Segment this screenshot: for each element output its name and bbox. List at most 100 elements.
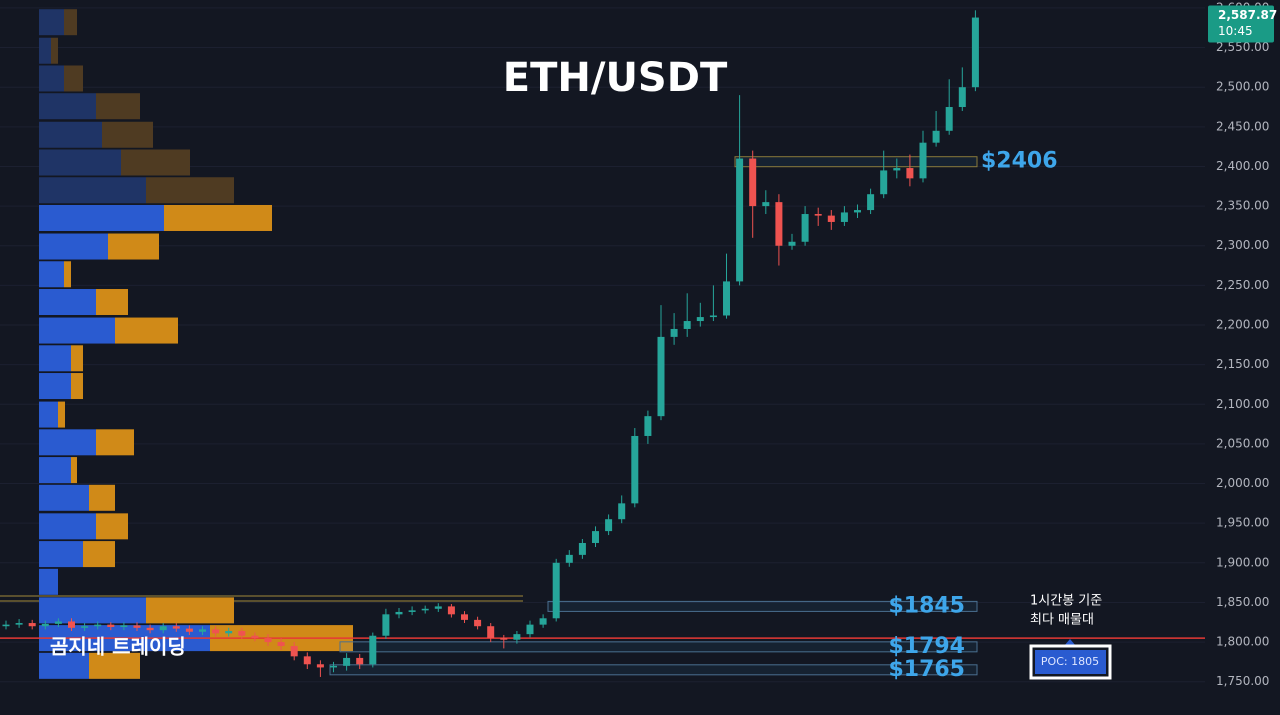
last-price-label: 2,587.87 [1218,8,1277,22]
candle-body [330,665,337,668]
candle-body [461,614,468,620]
candle-body [120,625,128,628]
plot [0,7,1205,683]
poc-pointer [1064,639,1076,646]
candle-body [526,624,534,635]
candle-body [15,623,23,625]
profile-sell [146,597,234,624]
candle-body [94,624,102,627]
level-label: $1765 [888,657,965,682]
profile-sell [83,541,115,568]
candle-body [683,321,691,329]
candle-body [578,542,586,555]
profile-sell [89,652,140,679]
profile-buy [39,568,58,595]
candle-body [500,638,508,640]
candle-body [618,503,626,520]
level-zone [339,641,978,653]
y-tick-label: 2,550.00 [1216,40,1269,54]
candle-body [41,623,49,627]
profile-buy [39,513,96,540]
profile-buy [39,121,102,148]
profile-sell [102,121,153,148]
profile-sell [64,9,77,36]
candle-body [814,214,822,216]
candle-body [592,531,599,543]
level-zone [734,156,978,168]
profile-buy [39,261,64,288]
candle-body [827,215,835,222]
candle-body [303,656,311,665]
y-tick-label: 2,500.00 [1216,80,1269,94]
profile-sell [64,65,83,92]
candle-body [971,17,979,88]
candle-body [919,142,927,179]
candle-body [133,625,141,628]
profile-buy [39,37,51,64]
candle-body [788,241,796,246]
profile-buy [39,289,96,316]
candle-body [264,638,272,643]
y-tick-label: 2,000.00 [1216,476,1269,490]
profile-buy [39,65,64,92]
candle-body [552,562,560,619]
y-tick-label: 2,350.00 [1216,199,1269,213]
candle-body [932,130,940,143]
level-label: $1845 [888,593,965,618]
profile-buy [39,597,146,624]
candle-body [736,158,744,282]
candle-body [238,630,246,636]
profile-buy [39,373,71,400]
y-tick-label: 2,100.00 [1216,397,1269,411]
candle-body [212,629,220,634]
candle-body [565,554,573,563]
candle-body [146,627,154,631]
profile-buy [39,457,71,484]
candle-body [28,623,36,627]
annotation: 1시간봉 기준 [1030,594,1102,609]
y-tick-label: 2,150.00 [1216,357,1269,371]
candle-body [605,519,613,532]
candle-body [434,606,442,609]
annotation: 최다 매물대 [1030,613,1094,628]
candle-body [474,619,482,627]
profile-sell [64,261,71,288]
candle-body [68,621,75,628]
candle-body [539,618,547,625]
candle-body [199,629,206,632]
candle-body [382,614,390,636]
y-tick-label: 1,900.00 [1216,555,1269,569]
candle-body [159,626,167,631]
profile-buy [39,93,96,120]
candle-body [343,657,351,666]
candle-body [107,624,115,628]
y-tick-label: 2,400.00 [1216,159,1269,173]
profile-buy [39,204,164,231]
profile-buy [39,177,146,204]
candle-body [54,621,62,624]
chart-title: ETH/USDT [503,55,728,101]
candle-body [395,611,403,615]
profile-sell [108,233,159,260]
poc-box [1029,644,1112,680]
candle-body [801,214,809,242]
candle-body [670,328,678,337]
candle-body [749,158,757,207]
last-price-tag [1208,5,1274,43]
profile-buy [39,149,121,176]
candle-body [447,606,455,615]
candle-body [290,646,298,657]
profile-sell [96,93,140,120]
candle-body [631,435,639,504]
candle-body [644,416,652,436]
profile-buy [39,541,83,568]
y-tick-label: 1,950.00 [1216,516,1269,530]
candle-body [775,202,783,246]
watermark: 곰지네 트레이딩 [50,635,186,659]
y-tick-label: 2,450.00 [1216,119,1269,133]
candle-body [185,628,193,632]
poc-badge [1035,650,1106,674]
profile-sell [71,457,77,484]
candle-body [487,626,495,639]
